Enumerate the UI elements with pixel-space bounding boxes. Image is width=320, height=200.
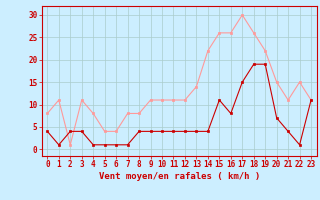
X-axis label: Vent moyen/en rafales ( km/h ): Vent moyen/en rafales ( km/h ) bbox=[99, 172, 260, 181]
